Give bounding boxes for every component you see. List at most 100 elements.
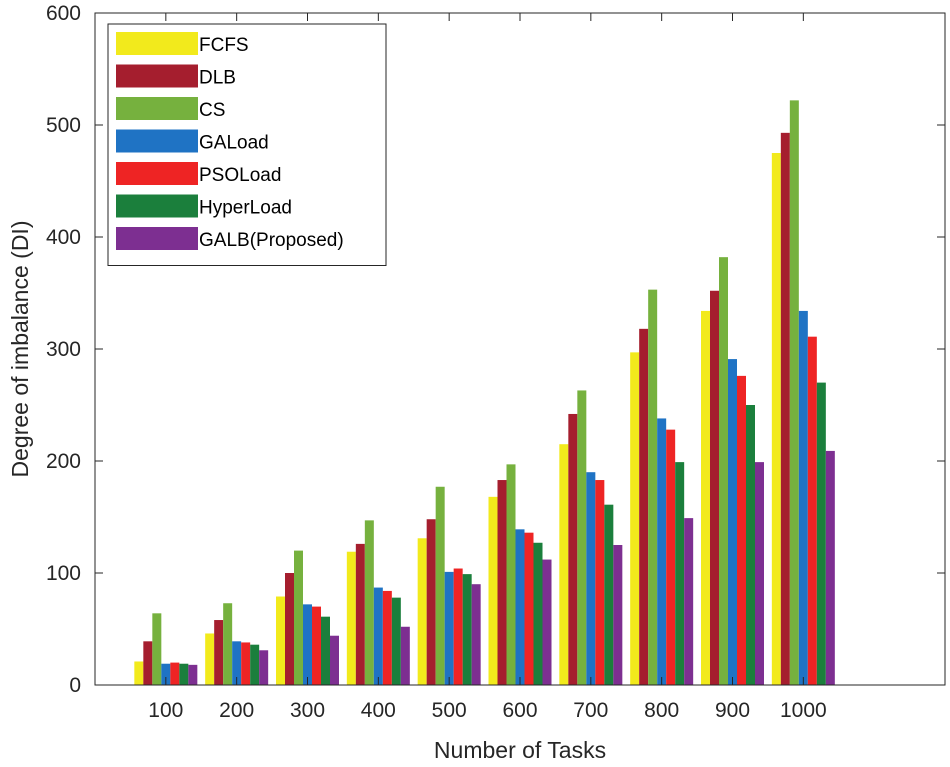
bar-psoload-500 bbox=[453, 568, 463, 685]
bar-galb-proposed--1000 bbox=[825, 450, 835, 685]
bar-gaload-200 bbox=[232, 641, 242, 685]
x-tick-label: 800 bbox=[644, 699, 679, 722]
bar-dlb-300 bbox=[285, 573, 294, 685]
bar-dlb-900 bbox=[710, 290, 719, 685]
legend-label-cs: CS bbox=[199, 100, 225, 121]
x-tick-label: 200 bbox=[219, 699, 254, 722]
x-tick-label: 600 bbox=[502, 699, 537, 722]
bar-dlb-200 bbox=[214, 620, 224, 685]
bar-hyperload-200 bbox=[250, 644, 260, 685]
bar-fcfs-900 bbox=[701, 310, 710, 685]
bar-fcfs-1000 bbox=[771, 153, 781, 685]
x-tick-label: 100 bbox=[148, 699, 183, 722]
y-axis-title: Degree of imbalance (DI) bbox=[7, 221, 33, 478]
bar-cs-900 bbox=[719, 257, 728, 685]
bar-cs-500 bbox=[435, 486, 445, 685]
bar-gaload-400 bbox=[373, 587, 383, 685]
bar-hyperload-700 bbox=[604, 504, 614, 685]
axes-group: 0 100 200 300 400 500 600 100 200 300 400 500 600 700… bbox=[46, 2, 946, 722]
bar-fcfs-600 bbox=[488, 496, 498, 685]
bars-group bbox=[134, 100, 835, 686]
y-tick-label: 500 bbox=[46, 114, 81, 137]
legend-label-fcfs: FCFS bbox=[199, 35, 249, 56]
legend-swatch-cs bbox=[116, 97, 198, 120]
legend-label-psoload: PSOLoad bbox=[199, 165, 281, 186]
bar-dlb-100 bbox=[143, 641, 153, 685]
bar-psoload-300 bbox=[312, 606, 321, 685]
legend-label-dlb: DLB bbox=[199, 68, 236, 89]
bar-cs-400 bbox=[364, 520, 374, 685]
bar-gaload-900 bbox=[728, 359, 737, 685]
bar-galb-proposed--300 bbox=[330, 635, 339, 685]
bar-hyperload-900 bbox=[746, 405, 755, 685]
y-tick-label: 400 bbox=[46, 226, 81, 249]
x-tick-label: 500 bbox=[432, 699, 467, 722]
legend-swatch-psoload bbox=[116, 162, 198, 185]
bar-dlb-700 bbox=[568, 413, 578, 685]
bar-cs-200 bbox=[223, 603, 233, 685]
bar-psoload-1000 bbox=[807, 336, 817, 685]
bar-hyperload-400 bbox=[391, 597, 401, 685]
bar-hyperload-800 bbox=[675, 462, 685, 685]
bar-psoload-800 bbox=[666, 429, 676, 685]
bar-psoload-700 bbox=[595, 480, 605, 685]
bar-cs-600 bbox=[506, 464, 516, 685]
bar-gaload-100 bbox=[161, 663, 171, 685]
bar-galb-proposed--600 bbox=[542, 559, 552, 685]
bar-cs-700 bbox=[577, 390, 587, 685]
y-tick-label: 300 bbox=[46, 338, 81, 361]
bar-dlb-400 bbox=[355, 543, 365, 685]
bar-cs-800 bbox=[648, 289, 658, 685]
bar-hyperload-600 bbox=[533, 542, 543, 685]
bar-fcfs-300 bbox=[276, 596, 285, 685]
bar-hyperload-300 bbox=[321, 616, 330, 685]
legend-swatch-galb-proposed- bbox=[116, 227, 198, 250]
bar-psoload-600 bbox=[524, 532, 534, 685]
bar-gaload-700 bbox=[586, 472, 596, 685]
legend-swatch-fcfs bbox=[116, 32, 198, 55]
x-axis-title: Number of Tasks bbox=[434, 737, 606, 763]
bar-gaload-1000 bbox=[798, 310, 808, 685]
legend-label-galb-proposed-: GALB(Proposed) bbox=[199, 230, 344, 251]
legend-label-hyperload: HyperLoad bbox=[199, 198, 292, 219]
bar-cs-1000 bbox=[789, 100, 799, 686]
bar-galb-proposed--700 bbox=[613, 545, 623, 685]
bar-cs-100 bbox=[152, 613, 162, 685]
x-tick-label: 1000 bbox=[780, 699, 827, 722]
y-tick-label: 200 bbox=[46, 450, 81, 473]
bar-gaload-300 bbox=[303, 604, 312, 685]
bar-psoload-900 bbox=[737, 375, 746, 685]
y-tick-label: 0 bbox=[69, 674, 81, 697]
bar-galb-proposed--800 bbox=[684, 518, 694, 685]
bar-gaload-500 bbox=[444, 571, 454, 685]
bar-psoload-200 bbox=[241, 642, 251, 685]
bar-fcfs-200 bbox=[205, 633, 215, 685]
bar-dlb-800 bbox=[639, 328, 649, 685]
legend-swatch-gaload bbox=[116, 129, 198, 153]
legend-label-gaload: GALoad bbox=[199, 133, 269, 154]
y-tick-label: 100 bbox=[46, 562, 81, 585]
bar-dlb-500 bbox=[426, 519, 436, 685]
bar-fcfs-800 bbox=[630, 352, 640, 685]
bar-gaload-800 bbox=[657, 418, 667, 685]
bar-gaload-600 bbox=[515, 529, 525, 685]
legend: FCFS DLB CS GALoad PSOLoad HyperLoad GALB(Prop… bbox=[107, 23, 387, 266]
bar-hyperload-1000 bbox=[816, 382, 826, 685]
bar-cs-300 bbox=[294, 550, 303, 685]
bar-galb-proposed--500 bbox=[471, 584, 481, 685]
bar-dlb-1000 bbox=[780, 132, 790, 686]
bar-galb-proposed--100 bbox=[188, 664, 198, 685]
bar-dlb-600 bbox=[497, 480, 507, 685]
legend-swatch-hyperload bbox=[116, 194, 198, 218]
bar-fcfs-100 bbox=[134, 661, 144, 685]
bar-hyperload-500 bbox=[462, 574, 472, 685]
bar-fcfs-400 bbox=[346, 551, 356, 685]
bar-galb-proposed--900 bbox=[755, 462, 764, 685]
bar-galb-proposed--400 bbox=[400, 626, 410, 685]
bar-galb-proposed--200 bbox=[259, 650, 269, 685]
bar-psoload-100 bbox=[170, 662, 180, 685]
bar-hyperload-100 bbox=[179, 663, 189, 685]
x-tick-label: 700 bbox=[573, 699, 608, 722]
legend-swatch-dlb bbox=[116, 64, 198, 88]
